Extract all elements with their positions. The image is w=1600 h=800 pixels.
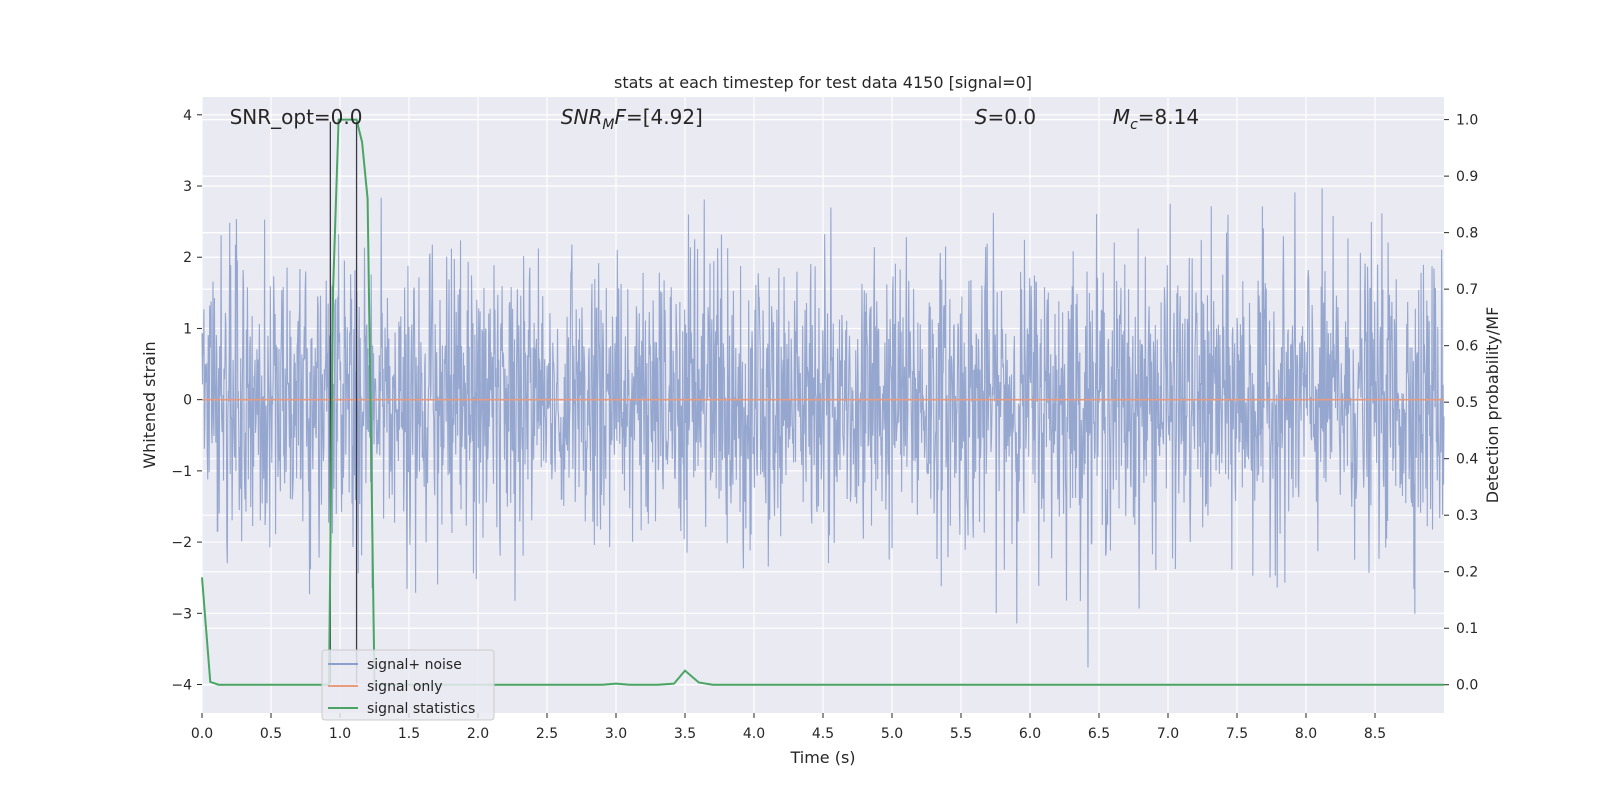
legend: signal+ noise signal only signal statistic…	[321, 649, 495, 721]
y-tick-label: −4	[171, 678, 192, 694]
y-ticks-left: 4 3 2 1 0 −1 −2 −3 −4	[171, 108, 202, 694]
y-right-tick-label: 1.0	[1456, 113, 1478, 129]
y-tick-label: 4	[183, 108, 192, 124]
x-tick-label: 8.0	[1295, 726, 1317, 742]
y-tick-label: −2	[171, 535, 192, 551]
annotation-rest: F	[614, 105, 626, 129]
legend-label: signal statistics	[367, 701, 475, 717]
x-tick-label: 3.0	[605, 726, 627, 742]
y-right-tick-label: 0.4	[1456, 452, 1478, 468]
x-tick-label: 6.5	[1088, 726, 1110, 742]
y-right-tick-label: 0.6	[1456, 339, 1478, 355]
annotation-subscript: M	[602, 117, 614, 133]
y-tick-label: 1	[183, 321, 192, 337]
y-right-tick-label: 0.1	[1456, 621, 1478, 637]
y-axis-title: Whitened strain	[140, 341, 159, 468]
x-tick-label: 1.0	[329, 726, 351, 742]
y-tick-label: 3	[183, 179, 192, 195]
y-axis-title-right: Detection probability/MF	[1483, 307, 1502, 504]
annotation-main: M	[1113, 105, 1130, 129]
x-tick-label: 4.5	[812, 726, 834, 742]
annotation: Mc=8.14	[1113, 105, 1199, 133]
x-tick-label: 5.0	[881, 726, 903, 742]
chart-title: stats at each timestep for test data 415…	[614, 73, 1032, 92]
annotation-rest: =0.0	[988, 105, 1037, 129]
annotation-main: SNR_opt=0.0	[230, 105, 363, 129]
x-tick-label: 2.0	[467, 726, 489, 742]
y-right-tick-label: 0.0	[1456, 678, 1478, 694]
x-tick-label: 7.0	[1157, 726, 1179, 742]
legend-label: signal only	[367, 679, 442, 695]
y-right-tick-label: 0.9	[1456, 169, 1478, 185]
y-right-tick-label: 0.2	[1456, 565, 1478, 581]
y-right-tick-label: 0.7	[1456, 282, 1478, 298]
x-tick-label: 5.5	[950, 726, 972, 742]
legend-box	[321, 649, 495, 721]
x-tick-label: 0.5	[260, 726, 282, 742]
x-axis-title: Time (s)	[789, 748, 855, 767]
y-right-tick-label: 0.3	[1456, 508, 1478, 524]
annotation: SNRMF=[4.92]	[561, 105, 703, 133]
y-right-tick-label: 0.8	[1456, 226, 1478, 242]
y-right-tick-label: 0.5	[1456, 395, 1478, 411]
x-tick-label: 0.0	[191, 726, 213, 742]
x-tick-label: 8.5	[1364, 726, 1386, 742]
annotation-main: S	[975, 105, 988, 129]
annotations: SNR_opt=0.0 SNRMF=[4.92] S=0.0 Mc=8.14	[230, 105, 1199, 133]
legend-label: signal+ noise	[367, 657, 462, 673]
y-tick-label: −1	[171, 464, 192, 480]
annotation-value: =[4.92]	[626, 105, 703, 129]
x-ticks: 0.0 0.5 1.0 1.5 2.0 2.5 3.0 3.5 4.0 4.5 5.0 5.5 6.0 6…	[191, 713, 1386, 742]
annotation-rest: =8.14	[1138, 105, 1199, 129]
x-tick-label: 6.0	[1019, 726, 1041, 742]
annotation-subscript: c	[1130, 117, 1138, 133]
noise-line	[201, 188, 1445, 668]
x-tick-label: 4.0	[743, 726, 765, 742]
annotation: SNR_opt=0.0	[230, 105, 363, 129]
y-tick-label: 0	[183, 393, 192, 409]
y-ticks-right: 1.0 0.9 0.8 0.7 0.6 0.5 0.4 0.3 0.2 0.1 0.0	[1444, 113, 1478, 694]
annotation-main: SNR	[561, 105, 603, 129]
x-tick-label: 2.5	[536, 726, 558, 742]
x-tick-label: 3.5	[674, 726, 696, 742]
x-tick-label: 1.5	[398, 726, 420, 742]
y-tick-label: 2	[183, 250, 192, 266]
noise-series	[201, 188, 1445, 668]
y-tick-label: −3	[171, 606, 192, 622]
annotation: S=0.0	[975, 105, 1036, 129]
x-tick-label: 7.5	[1226, 726, 1248, 742]
